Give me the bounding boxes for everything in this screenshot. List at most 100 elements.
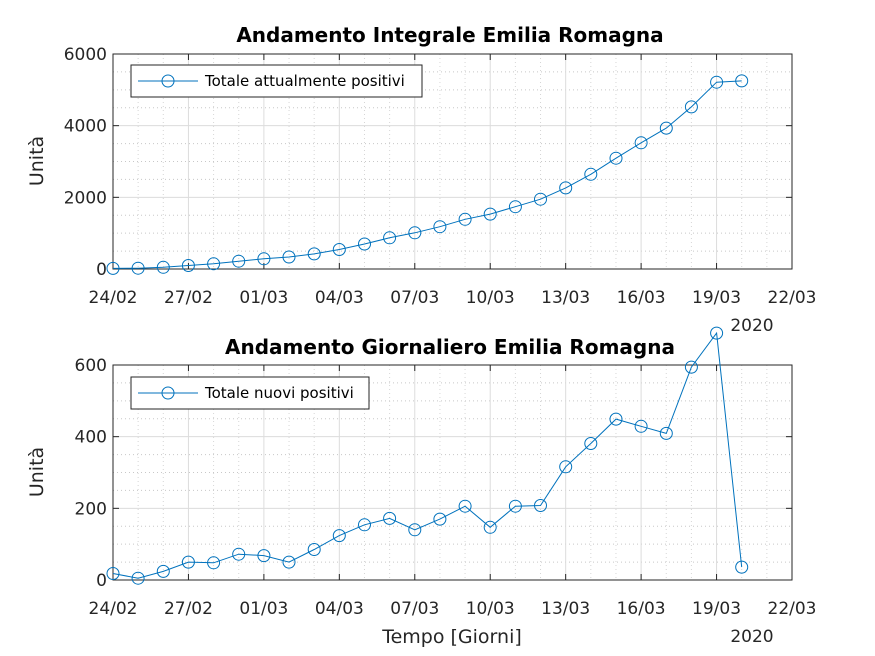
integral-data-point [181,259,195,272]
daily-legend-marker [161,386,175,400]
daily-x-tick-label: 01/03 [239,599,288,619]
daily-data-point [584,437,598,450]
integral-data-point [483,207,497,221]
daily-x-tick-label: 16/03 [617,599,666,619]
daily-data-point [559,460,573,474]
integral-data-point [433,220,447,234]
integral-data-point [559,181,573,195]
daily-data-point [483,520,497,534]
integral-x-tick-label: 27/02 [164,288,213,308]
daily-data-point [408,523,422,537]
daily-plot-area: 0 200 400 600 24/02 27/02 01/03 04/03 07/03 10/03… [75,326,817,619]
integral-data-point [634,136,648,150]
integral-x-tick-label: 01/03 [239,288,288,308]
integral-x-tick-label: 13/03 [541,288,590,308]
daily-data-point [282,555,296,569]
integral-data-point [659,121,673,135]
integral-legend-marker [161,74,175,88]
daily-x-label: Tempo [Giorni] [381,626,522,648]
daily-legend: Totale nuovi positivi [130,376,370,410]
daily-y-tick-label: 0 [96,571,107,591]
daily-data-point [257,549,271,563]
integral-data-point [458,212,472,226]
integral-data-point [257,252,271,266]
daily-legend-label: Totale nuovi positivi [204,384,354,402]
daily-x-tick-label: 27/02 [164,599,213,619]
daily-data-point [710,326,724,340]
daily-data-point [534,499,547,512]
daily-y-label: Unità [26,447,48,497]
daily-data-point [634,419,648,433]
integral-axes-box [112,53,793,270]
daily-y-tick-label: 600 [75,356,107,376]
daily-x-tick-label: 22/03 [768,599,817,619]
integral-y-tick-label: 4000 [64,117,107,137]
daily-data-point [232,547,246,561]
integral-data-point [584,167,598,181]
integral-data-point [282,250,296,264]
daily-x-tick-label: 07/03 [390,599,439,619]
daily-data-point [358,518,371,532]
daily-data-point [659,426,673,440]
integral-y-tick-label: 0 [96,260,107,280]
daily-data-point [508,499,522,513]
integral-data-point [232,254,246,268]
daily-data-point [156,564,170,578]
daily-data-point [181,555,195,569]
daily-y-tick-label: 400 [75,428,107,448]
daily-data-point [131,571,145,585]
integral-data-point [735,74,749,88]
integral-data-point [710,75,724,89]
integral-data-point [207,257,221,271]
integral-data-point [508,200,522,214]
integral-y-label: Unità [26,136,48,186]
integral-y-tick-label: 2000 [64,188,107,208]
integral-data-point [131,261,145,275]
daily-subplot: Andamento Giornaliero Emilia Romagna 0 20… [26,326,817,648]
integral-data-point [609,151,623,165]
daily-x-tick-label: 10/03 [466,599,515,619]
daily-x-tick-label: 04/03 [315,599,364,619]
integral-legend-label: Totale attualmente positivi [204,72,405,90]
integral-data-point [156,260,170,274]
daily-year-label: 2020 [730,627,773,647]
integral-x-tick-label: 19/03 [692,288,741,308]
integral-data-point [684,100,698,114]
integral-year-label: 2020 [730,316,773,336]
integral-data-point [307,247,321,261]
daily-series-line [112,331,743,579]
daily-data-point [207,556,221,570]
integral-x-tick-label: 04/03 [315,288,364,308]
daily-data-point [735,560,749,574]
integral-x-tick-label: 24/02 [89,288,138,308]
daily-x-tick-label: 19/03 [692,599,741,619]
integral-y-tick-label: 6000 [64,45,107,65]
daily-data-point [383,511,397,525]
integral-x-tick-label: 22/03 [768,288,817,308]
daily-data-point [458,499,472,513]
integral-data-point [358,237,371,251]
daily-data-point [332,529,346,543]
integral-x-tick-label: 10/03 [466,288,515,308]
daily-x-tick-label: 13/03 [541,599,590,619]
integral-data-point [332,243,346,256]
integral-legend: Totale attualmente positivi [130,64,423,98]
integral-title: Andamento Integrale Emilia Romagna [236,23,663,47]
daily-axes-box [112,364,793,581]
daily-x-tick-label: 24/02 [89,599,138,619]
daily-data-point [106,567,120,580]
integral-data-point [534,192,547,206]
daily-data-point [609,412,623,426]
integral-data-point [106,261,120,275]
integral-x-tick-label: 07/03 [390,288,439,308]
daily-data-point [433,512,447,526]
daily-data-point [307,543,321,556]
daily-title: Andamento Giornaliero Emilia Romagna [225,335,675,359]
daily-y-tick-label: 200 [75,499,107,519]
integral-data-point [383,231,397,245]
integral-x-tick-label: 16/03 [617,288,666,308]
integral-series-line [112,80,742,269]
integral-data-point [408,226,422,240]
